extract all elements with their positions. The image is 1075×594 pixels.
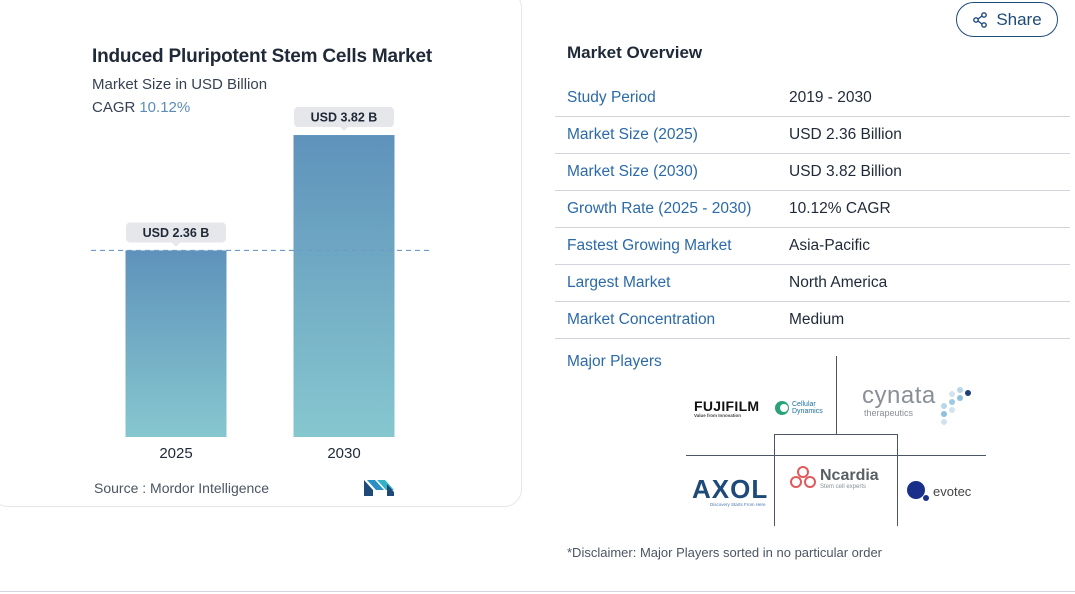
x-tick-label: 2025 xyxy=(159,445,192,462)
ncardia-tagline: Stem cell experts xyxy=(820,484,867,490)
ncardia-text: Ncardia xyxy=(820,467,879,484)
cynata-dots-icon xyxy=(941,387,971,425)
x-tick-label: 2030 xyxy=(327,445,360,462)
logo-divider xyxy=(774,434,898,435)
row-key[interactable]: Growth Rate (2025 - 2030) xyxy=(567,200,752,217)
cellular-dynamics-logo[interactable]: Cellular Dynamics xyxy=(774,400,828,416)
row-key[interactable]: Study Period xyxy=(567,89,656,106)
row-value: Asia-Pacific xyxy=(789,237,870,254)
chart-card xyxy=(0,0,522,507)
overview-table: Study Period 2019 - 2030 Market Size (20… xyxy=(555,80,1070,339)
row-value: North America xyxy=(789,274,888,291)
row-key[interactable]: Fastest Growing Market xyxy=(567,237,732,254)
data-label-bg xyxy=(294,107,394,128)
row-key[interactable]: Market Concentration xyxy=(567,311,716,328)
cagr-value: 10.12% xyxy=(139,99,191,116)
evotec-logo[interactable]: evotec xyxy=(906,480,971,502)
cdi-leaf-icon xyxy=(775,401,789,415)
logo-divider xyxy=(774,434,775,526)
cynata-logo[interactable]: cynata therapeutics xyxy=(862,382,936,419)
row-key[interactable]: Market Size (2025) xyxy=(567,126,698,143)
overview-row: Study Period 2019 - 2030 xyxy=(555,80,1070,117)
row-value: USD 2.36 Billion xyxy=(789,126,902,143)
evotec-text: evotec xyxy=(933,483,972,499)
chart-subtitle: Market Size in USD Billion xyxy=(92,76,268,93)
overview-row: Largest Market North America xyxy=(555,265,1070,302)
share-label: Share xyxy=(996,9,1042,29)
data-label-text: USD 3.82 B xyxy=(311,111,378,125)
cagr-line: CAGR 10.12% xyxy=(92,99,190,116)
ncardia-flower-icon xyxy=(790,466,816,488)
disclaimer: *Disclaimer: Major Players sorted in no … xyxy=(567,545,883,560)
chart-title: Induced Pluripotent Stem Cells Market xyxy=(92,46,432,67)
cynata-tagline: therapeutics xyxy=(864,408,914,418)
fujifilm-text: FUJIFILM xyxy=(694,398,760,414)
overview-row: Market Size (2030) USD 3.82 Billion xyxy=(555,154,1070,191)
fujifilm-tagline: Value from Innovation xyxy=(694,413,742,418)
share-button[interactable]: Share xyxy=(956,2,1058,37)
mordor-logo-icon xyxy=(364,480,394,496)
major-players-label[interactable]: Major Players xyxy=(567,353,662,370)
row-key[interactable]: Largest Market xyxy=(567,274,671,291)
data-label-2030: USD 3.82 B xyxy=(294,107,394,132)
bar-2030 xyxy=(293,135,395,438)
data-label-pointer xyxy=(172,242,180,247)
row-value: Medium xyxy=(789,311,845,328)
axol-tagline: Discovery Starts From Here xyxy=(710,502,766,507)
cdi-text: Cellular Dynamics xyxy=(792,401,823,415)
ncardia-logo[interactable]: Ncardia Stem cell experts xyxy=(790,466,879,492)
fujifilm-logo[interactable]: FUJIFILM Value from Innovation xyxy=(694,399,759,418)
overview-row: Fastest Growing Market Asia-Pacific xyxy=(555,228,1070,265)
bar-2025 xyxy=(125,250,227,437)
overview-row: Market Concentration Medium xyxy=(555,302,1070,339)
cynata-text: cynata xyxy=(862,382,936,409)
logo-divider xyxy=(686,455,986,456)
major-players-logos: FUJIFILM Value from Innovation Cellular … xyxy=(686,356,986,526)
overview-row: Growth Rate (2025 - 2030) 10.12% CAGR xyxy=(555,191,1070,228)
row-value: 10.12% CAGR xyxy=(789,200,891,217)
overview-title: Market Overview xyxy=(567,43,703,62)
row-value: USD 3.82 Billion xyxy=(789,163,902,180)
data-label-text: USD 2.36 B xyxy=(143,226,210,240)
axol-logo[interactable]: AXOL Discovery Starts From Here xyxy=(692,476,768,507)
cagr-label: CAGR xyxy=(92,99,136,116)
row-value: 2019 - 2030 xyxy=(789,89,872,106)
data-label-bg xyxy=(126,222,226,243)
bar-chart: USD 2.36 B 2025 USD 3.82 B 2030 xyxy=(91,107,432,462)
data-label-2025: USD 2.36 B xyxy=(126,222,226,247)
logo-divider xyxy=(836,356,837,434)
logo-divider xyxy=(897,434,898,526)
bottom-divider xyxy=(0,591,1075,592)
share-icon xyxy=(973,11,988,28)
row-key[interactable]: Market Size (2030) xyxy=(567,163,698,180)
axol-text: AXOL xyxy=(692,474,769,504)
overview-row: Market Size (2025) USD 2.36 Billion xyxy=(555,117,1070,154)
data-label-pointer xyxy=(340,127,348,132)
chart-source: Source : Mordor Intelligence xyxy=(94,480,270,496)
evotec-circle-icon xyxy=(907,481,929,501)
